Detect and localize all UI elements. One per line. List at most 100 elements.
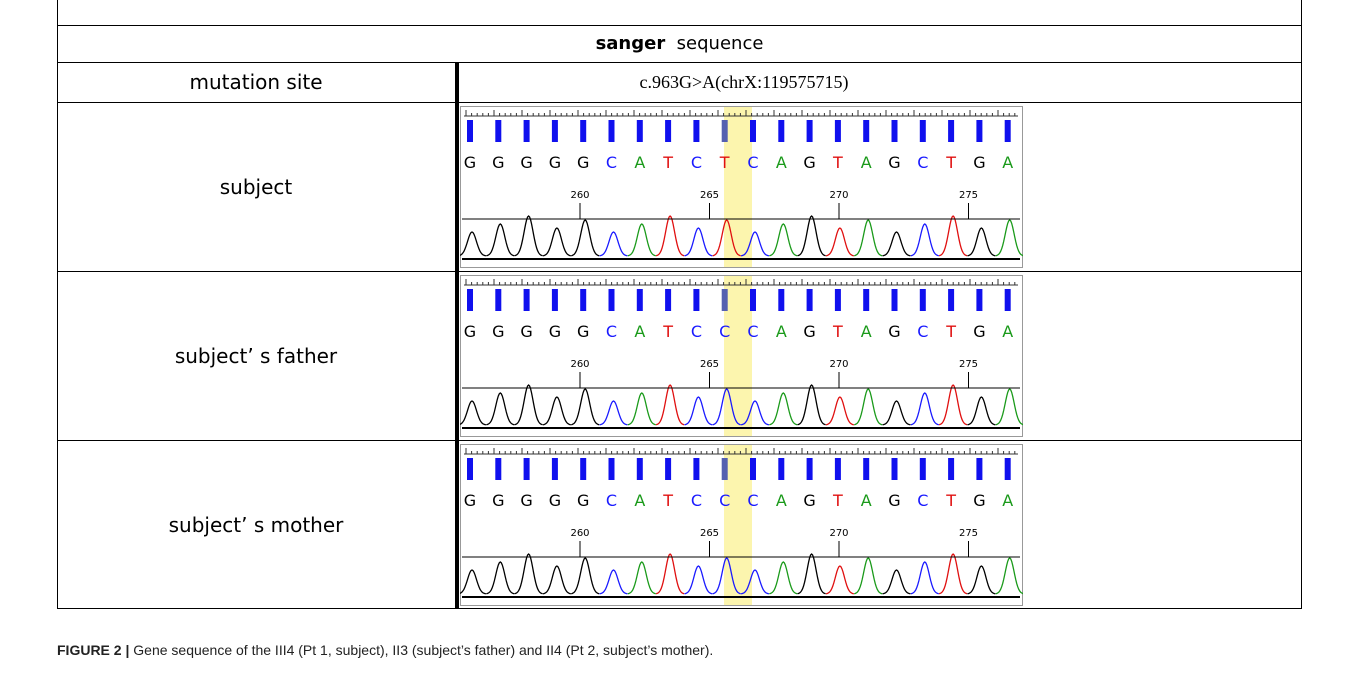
quality-bar bbox=[665, 458, 671, 480]
base: T bbox=[662, 153, 673, 172]
position-label: 260 bbox=[570, 528, 589, 539]
base: G bbox=[888, 322, 900, 341]
quality-bar bbox=[524, 289, 530, 311]
quality-bar bbox=[637, 289, 643, 311]
quality-bar bbox=[750, 458, 756, 480]
position-label: 265 bbox=[700, 528, 719, 539]
quality-bar bbox=[495, 289, 501, 311]
quality-bar bbox=[892, 289, 898, 311]
quality-bar bbox=[580, 289, 586, 311]
base: C bbox=[606, 153, 617, 172]
quality-bar bbox=[609, 120, 615, 142]
base: T bbox=[945, 322, 956, 341]
base: T bbox=[832, 491, 843, 510]
base: T bbox=[662, 322, 673, 341]
base: C bbox=[691, 153, 702, 172]
row-label: subject bbox=[57, 102, 455, 271]
base: G bbox=[520, 491, 532, 510]
mutation-value: c.963G>A(chrX:119575715) bbox=[459, 62, 1029, 102]
row-label: subject’ s father bbox=[57, 271, 455, 440]
base: G bbox=[520, 153, 532, 172]
quality-bar bbox=[722, 289, 728, 311]
divider bbox=[455, 62, 459, 608]
base: C bbox=[691, 491, 702, 510]
quality-bar bbox=[693, 120, 699, 142]
quality-bar bbox=[920, 289, 926, 311]
base: A bbox=[861, 491, 872, 510]
title-rest: sequence bbox=[677, 33, 764, 54]
quality-bar bbox=[637, 458, 643, 480]
position-label: 260 bbox=[570, 359, 589, 370]
quality-bar bbox=[1005, 120, 1011, 142]
table-title: sanger sequence bbox=[57, 25, 1302, 62]
quality-bar bbox=[778, 289, 784, 311]
base: G bbox=[888, 491, 900, 510]
base: A bbox=[1002, 322, 1013, 341]
quality-bar bbox=[495, 458, 501, 480]
quality-bar bbox=[807, 289, 813, 311]
base: G bbox=[973, 491, 985, 510]
quality-bar bbox=[948, 289, 954, 311]
quality-bar bbox=[750, 289, 756, 311]
quality-bar bbox=[693, 289, 699, 311]
mutation-label: mutation site bbox=[57, 62, 455, 102]
quality-bar bbox=[467, 120, 473, 142]
base: T bbox=[945, 153, 956, 172]
quality-bar bbox=[552, 120, 558, 142]
quality-bar bbox=[750, 120, 756, 142]
quality-bar bbox=[580, 120, 586, 142]
position-label: 275 bbox=[959, 190, 978, 201]
base: T bbox=[832, 153, 843, 172]
quality-bar bbox=[835, 289, 841, 311]
base: C bbox=[719, 491, 730, 510]
base: C bbox=[606, 322, 617, 341]
base: A bbox=[634, 491, 645, 510]
quality-bar bbox=[637, 120, 643, 142]
base: G bbox=[803, 153, 815, 172]
base: A bbox=[634, 322, 645, 341]
base: G bbox=[464, 491, 476, 510]
base: C bbox=[719, 322, 730, 341]
base: G bbox=[492, 322, 504, 341]
base: T bbox=[662, 491, 673, 510]
quality-bar bbox=[609, 458, 615, 480]
quality-bar bbox=[948, 458, 954, 480]
quality-bar bbox=[609, 289, 615, 311]
highlight bbox=[724, 445, 752, 605]
base: T bbox=[832, 322, 843, 341]
quality-bar bbox=[863, 289, 869, 311]
quality-bar bbox=[863, 458, 869, 480]
base: G bbox=[549, 491, 561, 510]
base: A bbox=[634, 153, 645, 172]
caption-label: FIGURE 2 | bbox=[57, 642, 129, 658]
quality-bar bbox=[920, 458, 926, 480]
quality-bar bbox=[835, 120, 841, 142]
base: A bbox=[1002, 491, 1013, 510]
base: G bbox=[549, 322, 561, 341]
quality-bar bbox=[467, 289, 473, 311]
base: G bbox=[973, 153, 985, 172]
base: C bbox=[917, 153, 928, 172]
base: C bbox=[747, 153, 758, 172]
quality-bar bbox=[892, 458, 898, 480]
position-label: 270 bbox=[829, 190, 848, 201]
quality-bar bbox=[467, 458, 473, 480]
quality-bar bbox=[892, 120, 898, 142]
base: A bbox=[776, 491, 787, 510]
base: C bbox=[747, 322, 758, 341]
quality-bar bbox=[976, 458, 982, 480]
base: C bbox=[747, 491, 758, 510]
quality-bar bbox=[524, 458, 530, 480]
quality-bar bbox=[948, 120, 954, 142]
base: C bbox=[917, 491, 928, 510]
position-label: 270 bbox=[829, 359, 848, 370]
quality-bar bbox=[976, 289, 982, 311]
position-label: 270 bbox=[829, 528, 848, 539]
quality-bar bbox=[835, 458, 841, 480]
base: T bbox=[945, 491, 956, 510]
base: G bbox=[549, 153, 561, 172]
quality-bar bbox=[1005, 458, 1011, 480]
base: C bbox=[606, 491, 617, 510]
quality-bar bbox=[1005, 289, 1011, 311]
